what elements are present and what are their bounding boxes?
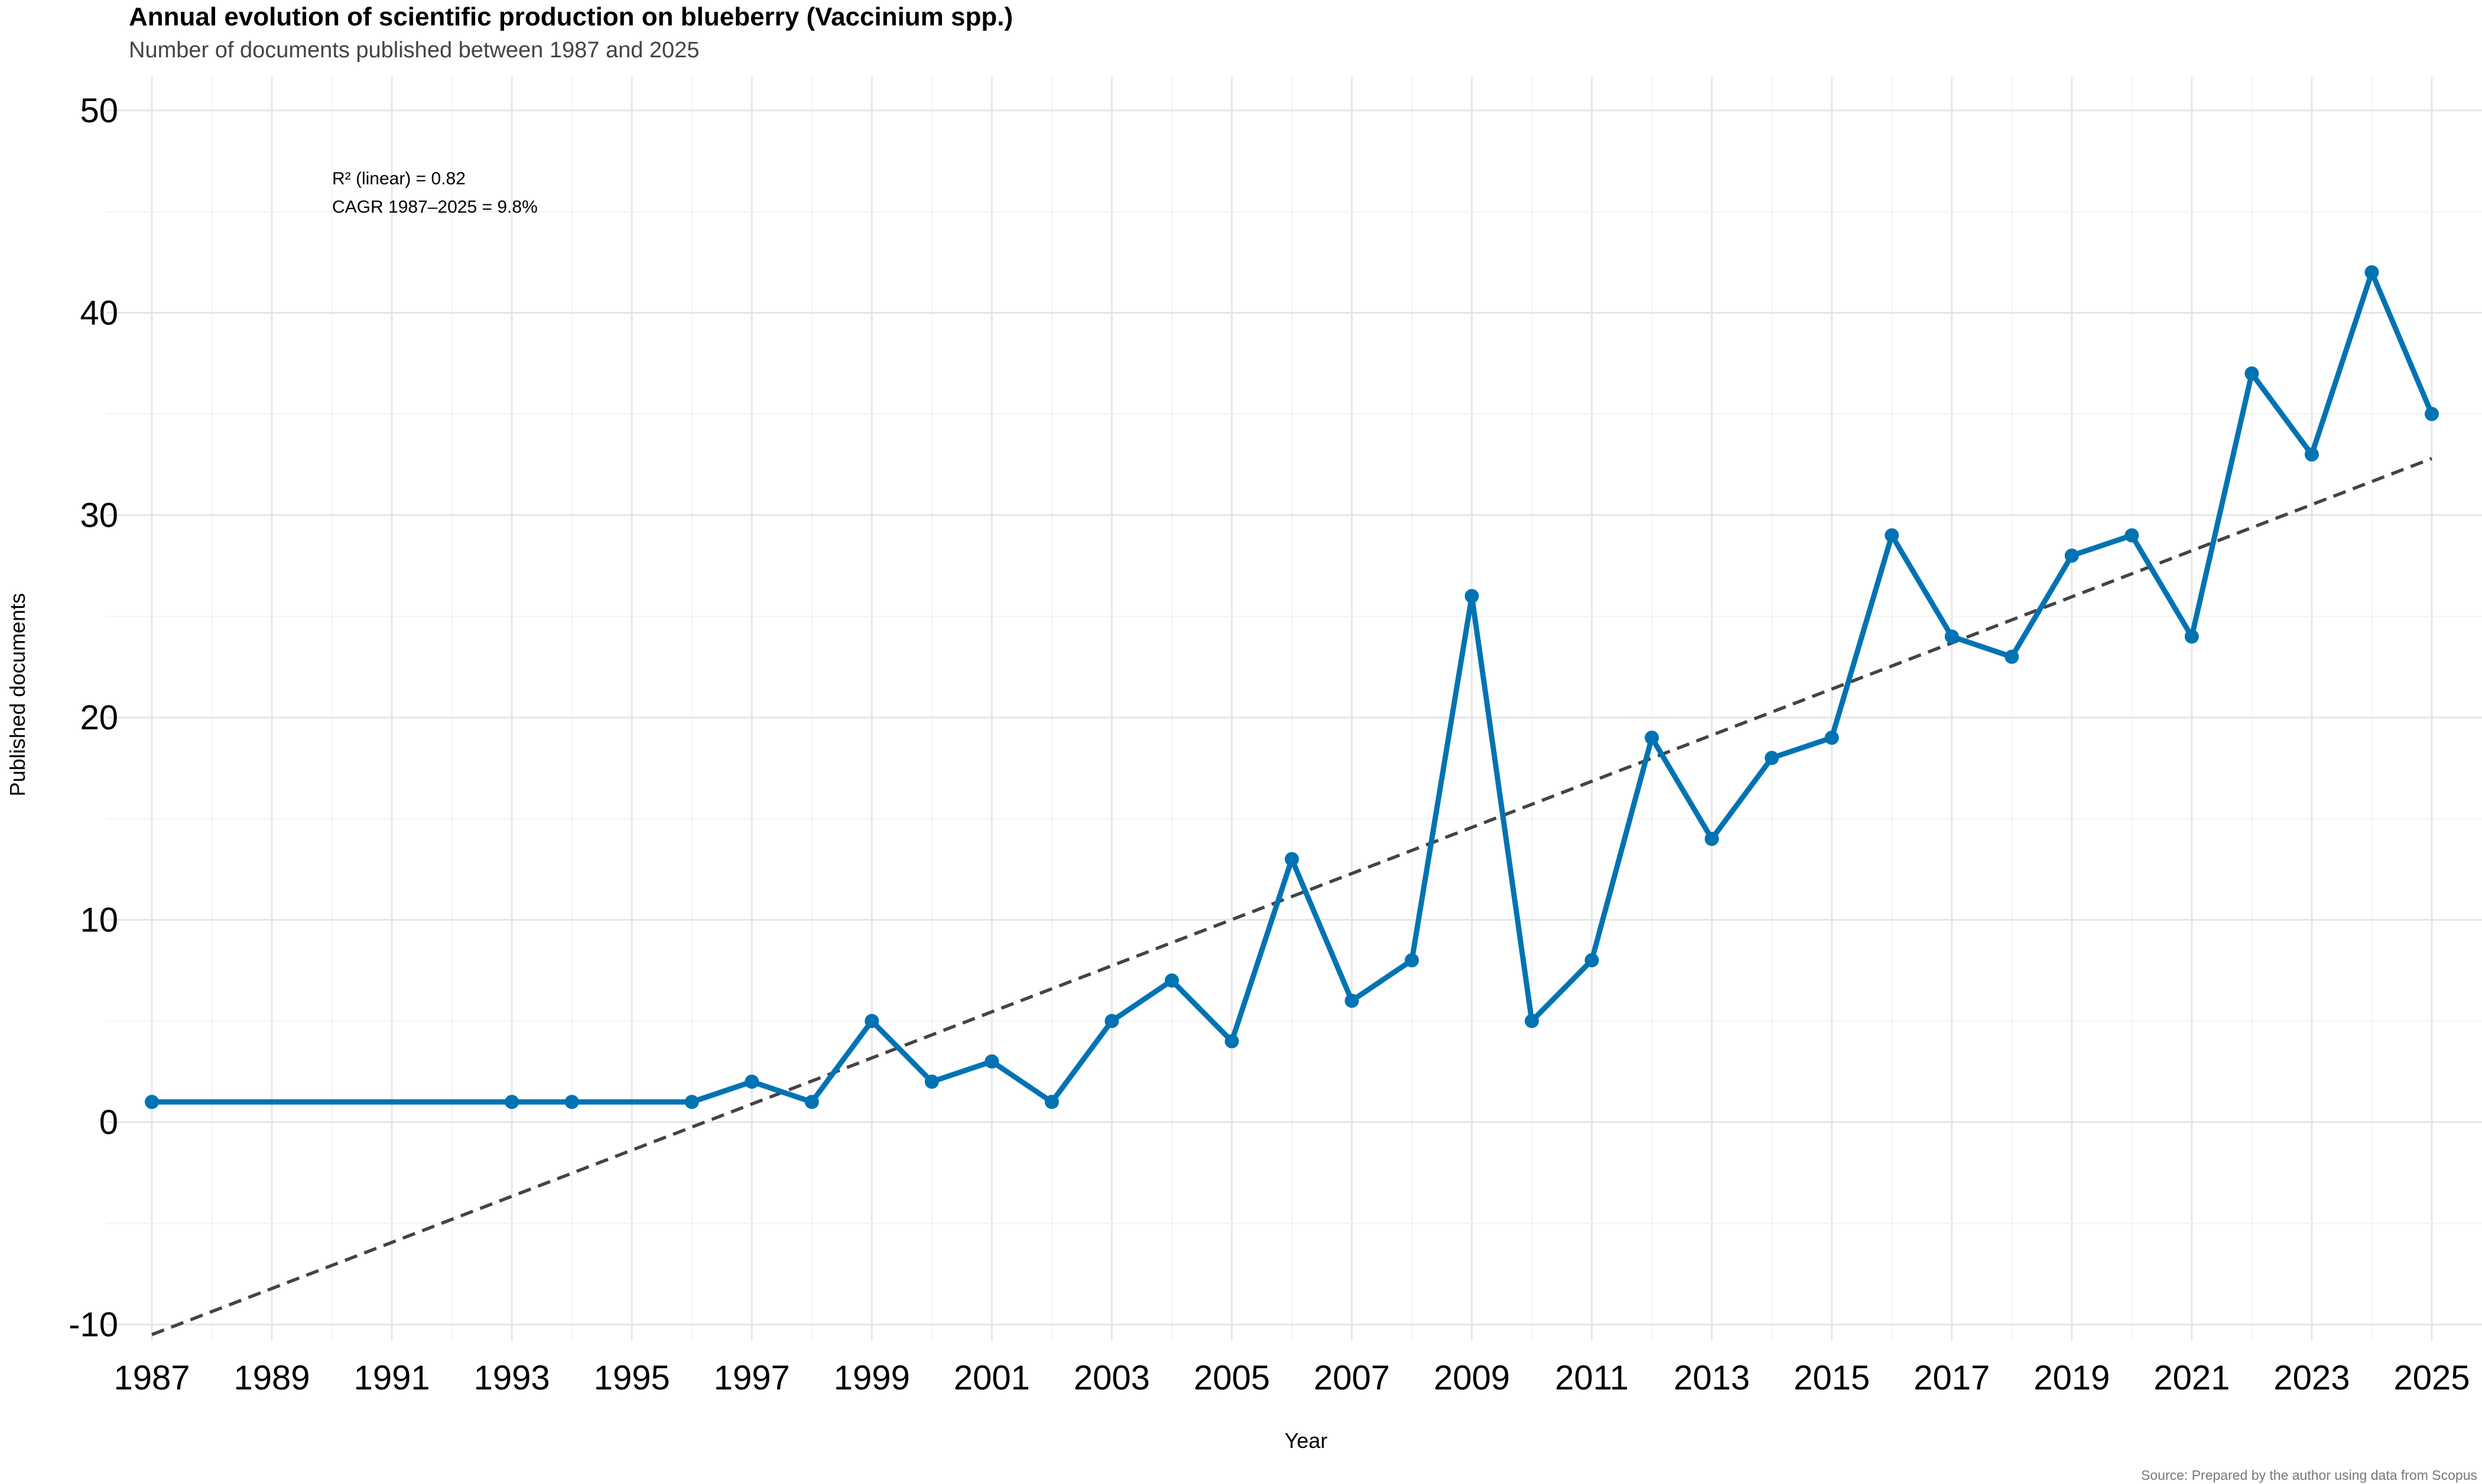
- x-tick-label: 2019: [2033, 1359, 2110, 1397]
- data-point: [1285, 852, 1299, 867]
- y-tick-label: 30: [80, 496, 118, 535]
- data-point: [2064, 548, 2079, 563]
- x-tick-label: 1995: [594, 1359, 670, 1397]
- axis-ticks: -10 0 10 20 30 40 50 1987 1989 1991 1993 1995 1997 19…: [69, 92, 2470, 1397]
- x-tick-label: 1989: [234, 1359, 310, 1397]
- data-point: [2304, 447, 2319, 462]
- data-point: [745, 1075, 759, 1089]
- data-point: [1464, 589, 1479, 603]
- data-point: [2364, 265, 2379, 279]
- data-point: [1704, 832, 1719, 846]
- x-tick-label: 2001: [954, 1359, 1030, 1397]
- y-tick-label: 10: [80, 901, 118, 939]
- y-tick-label: -10: [69, 1306, 118, 1344]
- data-point: [2244, 366, 2259, 381]
- x-tick-label: 1999: [834, 1359, 910, 1397]
- data-point: [1645, 730, 1659, 745]
- x-tick-label: 2013: [1674, 1359, 1750, 1397]
- data-point: [2425, 406, 2439, 421]
- x-tick-label: 2025: [2393, 1359, 2470, 1397]
- data-point: [145, 1095, 159, 1109]
- data-point: [1344, 994, 1359, 1008]
- source-note: Source: Prepared by the author using dat…: [2141, 1467, 2477, 1483]
- cagr-annotation: CAGR 1987–2025 = 9.8%: [332, 197, 538, 217]
- trendline: [151, 457, 2432, 1336]
- data-point: [1885, 528, 1899, 543]
- data-point: [985, 1054, 999, 1069]
- x-tick-label: 1997: [714, 1359, 790, 1397]
- chart-subtitle: Number of documents published between 19…: [129, 38, 700, 63]
- data-point: [1824, 730, 1839, 745]
- data-point: [1525, 1014, 1539, 1029]
- data-point: [2184, 629, 2199, 644]
- data-point: [505, 1095, 519, 1109]
- data-point: [1224, 1034, 1239, 1049]
- x-tick-label: 2021: [2153, 1359, 2230, 1397]
- y-tick-label: 20: [80, 699, 118, 737]
- data-point: [1405, 953, 1419, 968]
- data-point: [1584, 953, 1599, 968]
- x-tick-label: 2005: [1194, 1359, 1270, 1397]
- x-axis-label: Year: [1284, 1428, 1328, 1453]
- x-tick-label: 2009: [1434, 1359, 1510, 1397]
- chart-title: Annual evolution of scientific productio…: [129, 2, 1013, 31]
- x-tick-label: 2003: [1074, 1359, 1150, 1397]
- y-tick-label: 40: [80, 294, 118, 333]
- data-point: [564, 1095, 579, 1109]
- x-tick-label: 2015: [1794, 1359, 1870, 1397]
- data-point: [1044, 1095, 1059, 1109]
- x-tick-label: 1991: [354, 1359, 430, 1397]
- data-point: [1164, 973, 1179, 988]
- data-point: [2124, 528, 2139, 543]
- trendline-segment: [151, 457, 2432, 1336]
- r-squared-annotation: R² (linear) = 0.82: [332, 169, 466, 188]
- data-point: [1944, 629, 1959, 644]
- x-tick-label: 2011: [1555, 1359, 1629, 1397]
- x-tick-label: 2023: [2273, 1359, 2350, 1397]
- y-tick-label: 50: [80, 92, 118, 130]
- data-point: [804, 1095, 819, 1109]
- data-point: [865, 1014, 879, 1029]
- y-axis-label: Published documents: [5, 593, 30, 797]
- data-point: [924, 1075, 939, 1089]
- data-point: [684, 1095, 699, 1109]
- data-point: [1765, 751, 1779, 765]
- series: [145, 265, 2439, 1109]
- x-tick-label: 2017: [1914, 1359, 1990, 1397]
- x-tick-label: 1993: [474, 1359, 550, 1397]
- grid: [106, 77, 2482, 1341]
- x-tick-label: 2007: [1314, 1359, 1390, 1397]
- data-point: [2005, 649, 2019, 664]
- data-point: [1104, 1014, 1119, 1029]
- y-tick-label: 0: [99, 1104, 118, 1142]
- x-tick-label: 1987: [113, 1359, 190, 1397]
